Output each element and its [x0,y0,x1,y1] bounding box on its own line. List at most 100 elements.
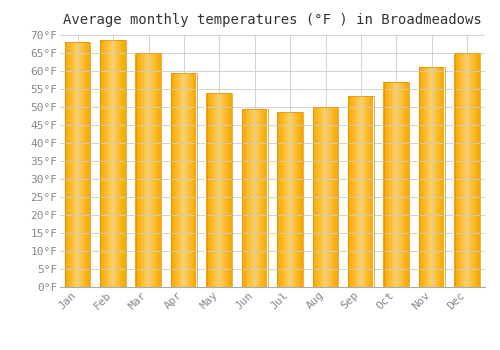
Bar [206,93,207,287]
Bar [174,73,176,287]
Bar [220,93,221,287]
Bar [394,82,395,287]
Bar [118,40,119,287]
Bar [216,93,217,287]
Bar [159,53,160,287]
Bar [248,109,250,287]
Bar [119,40,120,287]
Bar [354,96,355,287]
Bar [124,40,125,287]
Bar [283,112,284,287]
Bar [331,107,332,287]
Bar [73,42,74,287]
Bar [479,53,480,287]
Bar [454,53,480,287]
Bar [138,53,140,287]
Bar [245,109,246,287]
Bar [434,68,436,287]
Bar [226,93,228,287]
Bar [290,112,291,287]
Bar [160,53,161,287]
Bar [222,93,223,287]
Bar [320,107,321,287]
Bar [243,109,244,287]
Bar [432,68,433,287]
Bar [323,107,324,287]
Bar [294,112,295,287]
Bar [185,73,186,287]
Bar [108,40,109,287]
Bar [231,93,232,287]
Bar [429,68,430,287]
Bar [146,53,147,287]
Bar [186,73,187,287]
Bar [259,109,260,287]
Bar [145,53,146,287]
Bar [173,73,174,287]
Bar [280,112,281,287]
Bar [398,82,400,287]
Bar [455,53,456,287]
Bar [369,96,370,287]
Bar [312,107,313,287]
Bar [349,96,350,287]
Bar [334,107,335,287]
Bar [317,107,318,287]
Bar [64,42,66,287]
Bar [211,93,212,287]
Bar [123,40,124,287]
Bar [244,109,245,287]
Bar [458,53,460,287]
Bar [362,96,364,287]
Bar [371,96,372,287]
Bar [67,42,68,287]
Bar [286,112,288,287]
Bar [156,53,157,287]
Bar [298,112,299,287]
Bar [105,40,106,287]
Bar [66,42,67,287]
Bar [471,53,472,287]
Bar [292,112,293,287]
Bar [404,82,405,287]
Bar [463,53,464,287]
Bar [76,42,77,287]
Bar [351,96,352,287]
Bar [113,40,114,287]
Bar [215,93,216,287]
Bar [296,112,297,287]
Bar [69,42,70,287]
Bar [324,107,326,287]
Bar [300,112,302,287]
Bar [397,82,398,287]
Bar [83,42,84,287]
Bar [440,68,441,287]
Bar [209,93,210,287]
Bar [436,68,438,287]
Bar [109,40,110,287]
Bar [206,93,232,287]
Bar [104,40,105,287]
Bar [441,68,442,287]
Bar [396,82,397,287]
Bar [195,73,196,287]
Bar [125,40,126,287]
Bar [142,53,143,287]
Bar [171,73,172,287]
Bar [420,68,422,287]
Bar [262,109,263,287]
Bar [278,112,279,287]
Bar [318,107,319,287]
Bar [217,93,218,287]
Bar [263,109,264,287]
Bar [384,82,386,287]
Bar [359,96,360,287]
Bar [85,42,86,287]
Bar [102,40,103,287]
Bar [405,82,406,287]
Bar [68,42,69,287]
Bar [80,42,81,287]
Bar [277,112,278,287]
Bar [439,68,440,287]
Bar [256,109,257,287]
